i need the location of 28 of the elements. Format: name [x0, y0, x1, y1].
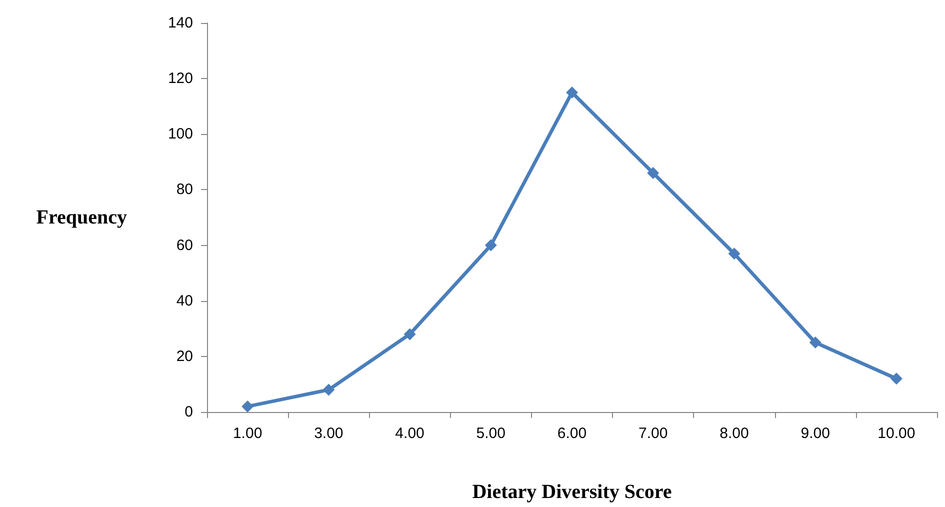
x-tick-label: 6.00: [557, 425, 587, 442]
x-tick-label: 8.00: [720, 425, 749, 442]
point: [242, 400, 254, 412]
point: [647, 167, 660, 180]
point: [484, 239, 497, 252]
x-tick-label: 10.00: [878, 425, 916, 442]
x-tick-label: 1.00: [232, 425, 262, 442]
point: [404, 328, 416, 340]
y-tick-label: 140: [168, 14, 193, 32]
point: [728, 248, 740, 260]
x-tick-label: 7.00: [638, 425, 668, 442]
point: [566, 86, 578, 98]
y-tick-label: 100: [168, 126, 193, 143]
point: [809, 336, 822, 349]
y-tick-label: 40: [176, 292, 193, 310]
x-tick-label: 4.00: [395, 425, 424, 442]
y-tick-label: 20: [176, 348, 193, 365]
x-tick-label: 5.00: [476, 425, 506, 442]
x-tick-label: 9.00: [800, 425, 830, 442]
y-tick-label: 120: [168, 70, 193, 88]
x-axis-title: Dietary Diversity Score: [472, 481, 672, 503]
y-tick-label: 0: [184, 404, 193, 420]
x-tick-label: 3.00: [314, 425, 344, 442]
point: [890, 372, 902, 385]
y-axis-title: Frequency: [36, 206, 127, 228]
y-tick-label: 60: [176, 236, 193, 254]
y-tick-label: 80: [176, 181, 193, 198]
point: [322, 384, 335, 396]
